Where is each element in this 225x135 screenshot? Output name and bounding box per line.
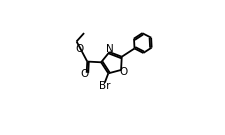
Text: N: N <box>106 44 113 54</box>
Text: O: O <box>80 69 88 79</box>
Text: Br: Br <box>99 81 110 91</box>
Text: O: O <box>75 44 84 54</box>
Text: O: O <box>119 67 127 77</box>
